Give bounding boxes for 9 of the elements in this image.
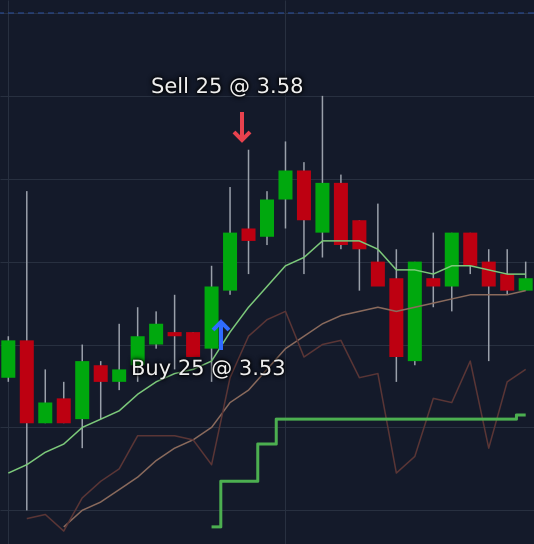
candlestick [242,148,256,275]
candlestick [500,248,514,296]
candlestick [149,310,164,350]
candlestick [426,232,440,308]
candlestick [112,323,126,391]
annotation: Sell 25 @ 3.58 [151,74,304,98]
candlestick [38,368,52,424]
candlestick [94,360,108,420]
candlestick [518,260,533,292]
